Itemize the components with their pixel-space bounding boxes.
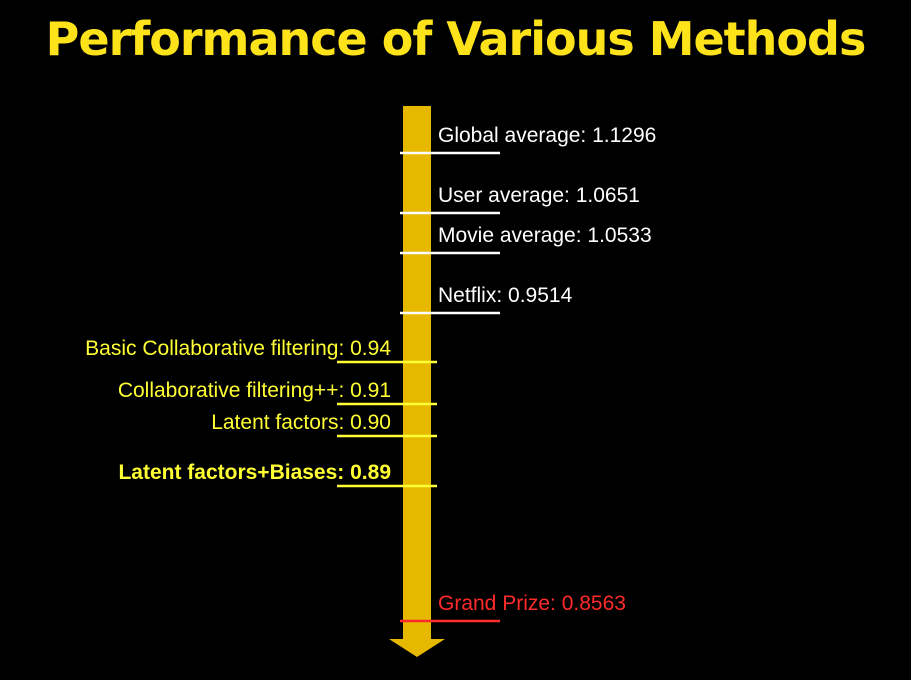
label-latent-factors-biases: Latent factors+Biases: 0.89: [118, 461, 391, 484]
label-collaborative-filtering-plus: Collaborative filtering++: 0.91: [117, 379, 391, 402]
scale-arrow-head: [389, 639, 445, 657]
slide-title: Performance of Various Methods: [45, 12, 867, 66]
scale-arrow-shaft: [403, 106, 431, 640]
label-grand-prize: Grand Prize: 0.8563: [438, 592, 626, 615]
label-movie-average: Movie average: 1.0533: [438, 224, 652, 247]
tick-lines: [337, 151, 500, 623]
label-netflix: Netflix: 0.9514: [438, 284, 573, 307]
label-basic-collaborative-filtering: Basic Collaborative filtering: 0.94: [85, 337, 391, 360]
label-latent-factors: Latent factors: 0.90: [211, 411, 391, 434]
label-user-average: User average: 1.0651: [438, 184, 640, 207]
label-global-average: Global average: 1.1296: [438, 124, 657, 147]
